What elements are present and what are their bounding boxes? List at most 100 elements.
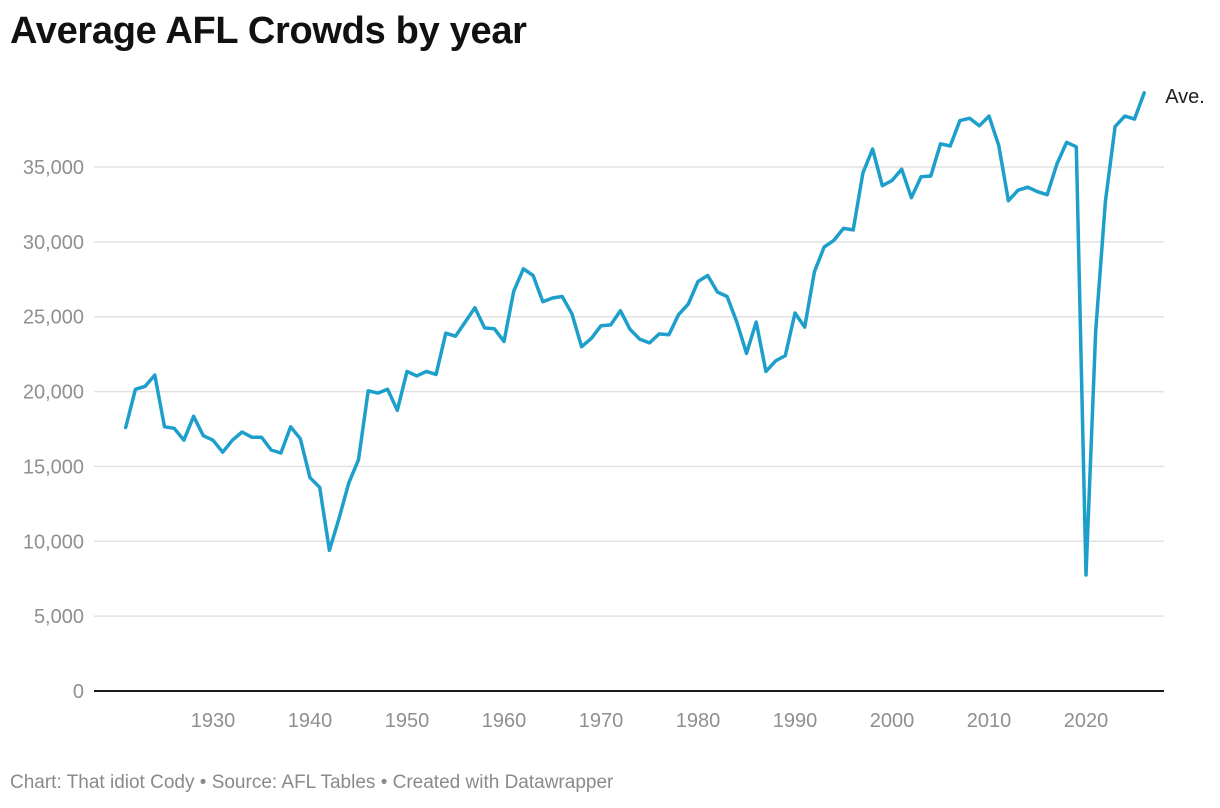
- data-point: [483, 326, 487, 330]
- data-point: [861, 171, 865, 175]
- data-point: [269, 448, 273, 452]
- data-point: [541, 300, 545, 304]
- series-line: [123, 91, 1146, 577]
- data-point: [1065, 140, 1069, 144]
- data-point: [444, 331, 448, 335]
- data-point: [997, 143, 1001, 147]
- data-point: [609, 323, 613, 327]
- x-tick-label: 1930: [191, 710, 236, 732]
- data-point: [366, 389, 370, 393]
- data-point: [987, 114, 991, 118]
- data-point: [211, 438, 215, 442]
- y-tick-label: 10,000: [23, 531, 84, 553]
- data-point: [774, 359, 778, 363]
- y-tick-label: 15,000: [23, 456, 84, 478]
- y-tick-label: 35,000: [23, 157, 84, 179]
- data-point: [289, 425, 293, 429]
- data-point: [1036, 190, 1040, 194]
- data-point: [163, 425, 167, 429]
- data-point: [803, 325, 807, 329]
- data-point: [502, 339, 506, 343]
- x-tick-label: 1980: [676, 710, 721, 732]
- data-point: [948, 144, 952, 148]
- data-point: [1084, 573, 1088, 577]
- data-point: [900, 167, 904, 171]
- x-tick-label: 2010: [967, 710, 1012, 732]
- data-point: [512, 289, 516, 293]
- data-point: [347, 481, 351, 485]
- data-point: [308, 476, 312, 480]
- gridlines: [94, 166, 1164, 617]
- data-point: [463, 320, 467, 324]
- data-point: [454, 334, 458, 338]
- data-point: [696, 280, 700, 284]
- data-point: [357, 458, 361, 462]
- data-point: [240, 430, 244, 434]
- data-point: [1103, 199, 1107, 203]
- x-tick-label: 2000: [870, 710, 915, 732]
- data-point: [415, 374, 419, 378]
- source-credit: Source: AFL Tables: [211, 772, 376, 793]
- x-tick-label: 1950: [385, 710, 430, 732]
- data-point: [192, 414, 196, 418]
- data-point: [1045, 193, 1049, 197]
- data-point: [560, 295, 564, 299]
- data-point: [570, 312, 574, 316]
- x-tick-label: 1990: [773, 710, 818, 732]
- chart-title: Average AFL Crowds by year: [10, 10, 527, 52]
- data-point: [1113, 125, 1117, 129]
- data-point: [842, 226, 846, 230]
- y-tick-label: 5,000: [34, 606, 84, 628]
- data-point: [638, 337, 642, 341]
- data-point: [599, 324, 603, 328]
- data-point: [1006, 199, 1010, 203]
- data-point: [968, 116, 972, 120]
- data-point: [628, 327, 632, 331]
- data-point: [725, 295, 729, 299]
- data-point: [735, 320, 739, 324]
- data-point: [1074, 145, 1078, 149]
- data-point: [657, 332, 661, 336]
- data-point: [1026, 185, 1030, 189]
- x-tick-label: 1960: [482, 710, 527, 732]
- data-point: [201, 434, 205, 438]
- data-point: [1094, 329, 1098, 333]
- data-point: [715, 290, 719, 294]
- data-point: [551, 296, 555, 300]
- data-point: [492, 327, 496, 331]
- data-point: [1123, 114, 1127, 118]
- chart-credit: Chart: That idiot Cody: [10, 772, 195, 793]
- data-point: [919, 175, 923, 179]
- data-point: [521, 267, 525, 271]
- data-point: [958, 119, 962, 123]
- data-point: [793, 311, 797, 315]
- data-point: [851, 228, 855, 232]
- data-point: [880, 184, 884, 188]
- data-point: [153, 373, 157, 377]
- data-point: [531, 274, 535, 278]
- data-point: [221, 450, 225, 454]
- data-point: [745, 351, 749, 355]
- data-point: [386, 387, 390, 391]
- data-point: [667, 333, 671, 337]
- data-point: [1133, 117, 1137, 121]
- data-point: [580, 345, 584, 349]
- x-axis-tick-labels: 1930 1940 1950 1960 1970 1980 1990 2000 2010 2020: [191, 710, 1109, 732]
- data-point: [677, 313, 681, 317]
- data-point: [376, 391, 380, 395]
- footer-separator: •: [380, 772, 388, 793]
- data-point: [832, 238, 836, 242]
- x-tick-label: 1940: [288, 710, 333, 732]
- created-with-credit: Created with Datawrapper: [392, 772, 614, 793]
- data-point: [977, 124, 981, 128]
- data-point: [327, 548, 331, 552]
- data-point: [871, 147, 875, 151]
- data-point: [298, 437, 302, 441]
- data-point: [783, 354, 787, 358]
- data-point: [473, 306, 477, 310]
- data-point: [1016, 188, 1020, 192]
- data-point: [405, 369, 409, 373]
- data-point: [618, 309, 622, 313]
- line-chart: 0 5,000 10,000 15,000 20,000 25,000 30,000 35,0…: [23, 86, 1205, 732]
- data-point: [812, 270, 816, 274]
